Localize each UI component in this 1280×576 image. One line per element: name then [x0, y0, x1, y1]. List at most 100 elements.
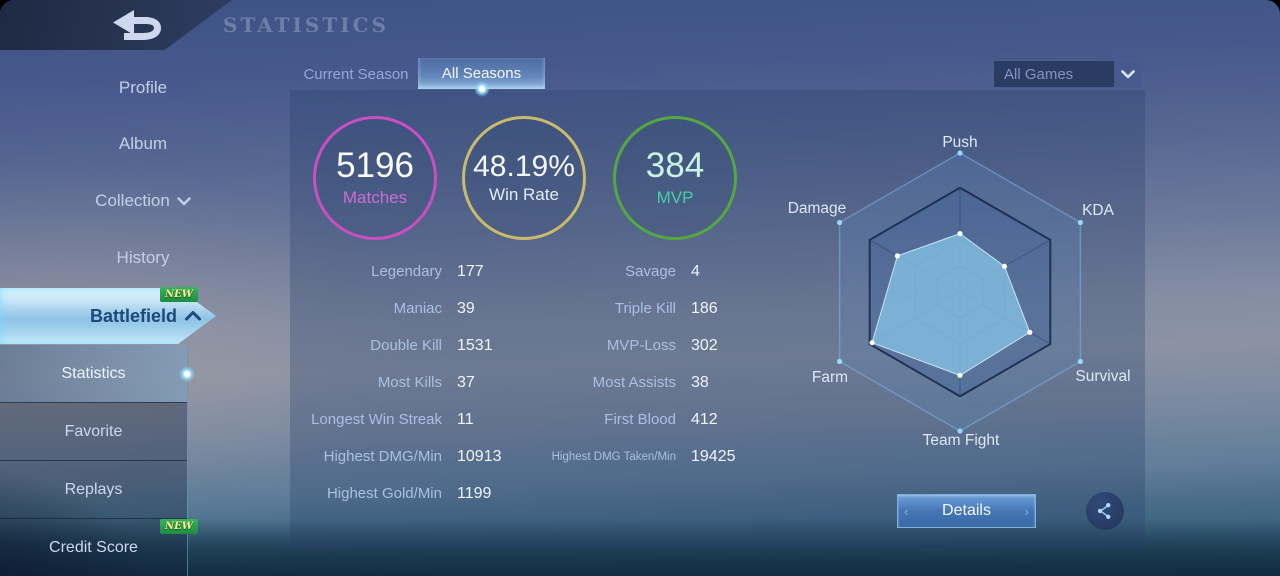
- radar-vertex-tick: [837, 219, 843, 226]
- page-title: STATISTICS: [223, 13, 389, 37]
- dropdown-selected-value: All Games: [1004, 65, 1074, 83]
- mvp-label: MVP: [656, 187, 694, 207]
- radar-vertex-tick: [957, 150, 963, 156]
- win-rate-label: Win Rate: [489, 185, 559, 205]
- battlefield-label: Battlefield: [90, 305, 178, 326]
- radar-data-point: [957, 231, 963, 237]
- stat-row: Most Assists 38: [520, 364, 736, 401]
- matches-circle: 5196 Matches: [313, 116, 437, 240]
- stat-value: 38: [691, 373, 709, 391]
- stat-row: Highest Gold/Min 1199: [290, 475, 502, 512]
- stat-label: Double Kill: [370, 337, 442, 354]
- sidebar-item-label: History: [116, 248, 170, 267]
- stat-label: Highest DMG/Min: [323, 448, 442, 465]
- details-button[interactable]: Details: [897, 494, 1036, 528]
- radar-axis-label: Team Fight: [922, 432, 1000, 449]
- stats-column-right: Savage 4 Triple Kill 186 MVP-Loss 302 Most Ass…: [520, 253, 736, 475]
- stat-value: 11: [457, 410, 474, 428]
- stat-label: Legendary: [371, 263, 442, 280]
- tab-label: All Seasons: [441, 65, 522, 82]
- stat-label: Savage: [625, 263, 676, 280]
- games-filter-dropdown[interactable]: All Games: [993, 60, 1142, 88]
- stat-label: Most Kills: [377, 374, 442, 391]
- submenu-item-label: Statistics: [61, 364, 126, 382]
- sidebar-item-profile[interactable]: Profile: [51, 78, 235, 98]
- radar-data-point: [869, 340, 875, 346]
- radar-axis-label: Farm: [811, 369, 849, 386]
- radar-axis-label: Push: [942, 134, 978, 151]
- sidebar-item-album[interactable]: Album: [51, 134, 235, 154]
- radar-axis-label: KDA: [1082, 202, 1114, 219]
- performance-radar-chart: [837, 150, 1083, 434]
- active-indicator-dot: [179, 365, 195, 382]
- sidebar-item-label: Album: [118, 134, 168, 153]
- chevron-down-icon: [177, 196, 191, 205]
- stat-row: Most Kills 37: [290, 364, 502, 401]
- sidebar-item-history[interactable]: History: [51, 248, 235, 268]
- radar-vertex-tick: [957, 428, 963, 434]
- new-badge: NEW: [160, 519, 198, 534]
- new-badge: NEW: [160, 287, 198, 302]
- stat-row: First Blood 412: [520, 401, 736, 438]
- stat-row: Triple Kill 186: [520, 290, 736, 327]
- stat-label: Longest Win Streak: [311, 411, 442, 428]
- stat-value: 19425: [691, 447, 736, 465]
- radar-vertex-tick: [1077, 358, 1083, 365]
- stat-label: First Blood: [604, 411, 676, 428]
- sidebar-item-battlefield[interactable]: Battlefield: [0, 288, 216, 344]
- dropdown-chevron-button[interactable]: [1113, 61, 1141, 87]
- sidebar-item-label: Collection: [95, 191, 170, 210]
- tab-all-seasons[interactable]: All Seasons: [418, 58, 545, 97]
- radar-data-point: [894, 253, 900, 259]
- radar-axis-label: Survival: [1075, 368, 1131, 385]
- stat-row: Highest DMG/Min 10913: [290, 438, 502, 475]
- share-icon: [1097, 503, 1111, 519]
- stat-row: MVP-Loss 302: [520, 327, 736, 364]
- stat-label: Maniac: [393, 300, 442, 317]
- stat-label: Triple Kill: [614, 300, 676, 317]
- stat-label: Most Assists: [592, 374, 676, 391]
- share-button[interactable]: [1086, 492, 1124, 530]
- back-button[interactable]: [104, 7, 168, 43]
- chevron-up-icon: [185, 311, 202, 321]
- stat-row: Maniac 39: [290, 290, 502, 327]
- sidebar-item-collection[interactable]: Collection: [51, 191, 235, 211]
- submenu-item-label: Credit Score: [49, 538, 138, 556]
- chevron-down-icon: [1120, 69, 1135, 78]
- back-arrow-icon: [113, 10, 161, 40]
- radar-data-point: [1001, 263, 1008, 269]
- tab-current-season[interactable]: Current Season: [300, 60, 412, 88]
- stat-value: 37: [457, 373, 475, 391]
- tab-label: Current Season: [303, 65, 409, 83]
- mvp-value: 384: [645, 146, 705, 186]
- radar-vertex-tick: [1077, 219, 1083, 226]
- radar-axis-label: Damage: [787, 200, 847, 217]
- submenu-item-statistics[interactable]: Statistics: [0, 345, 195, 402]
- stat-value: 10913: [457, 447, 502, 465]
- submenu-item-label: Replays: [64, 480, 123, 498]
- stat-value: 177: [457, 262, 484, 280]
- submenu-item-favorite[interactable]: Favorite: [0, 402, 187, 460]
- matches-value: 5196: [336, 146, 414, 186]
- stat-value: 1531: [457, 336, 493, 354]
- sidebar-item-label: Profile: [118, 78, 168, 97]
- submenu-item-credit-score[interactable]: NEW Credit Score: [0, 518, 198, 576]
- submenu-item-replays[interactable]: Replays: [0, 460, 187, 518]
- stat-row: Double Kill 1531: [290, 327, 502, 364]
- win-rate-value: 48.19%: [473, 149, 575, 183]
- stat-label: Highest Gold/Min: [326, 485, 442, 502]
- stat-label: MVP-Loss: [606, 337, 676, 354]
- matches-label: Matches: [342, 187, 408, 207]
- stats-column-left: Legendary 177 Maniac 39 Double Kill 1531 Most …: [290, 253, 502, 512]
- radar-data-point: [1027, 329, 1033, 335]
- battlefield-submenu: Statistics Favorite Replays NEW Credit S…: [0, 345, 198, 576]
- stat-row: Savage 4: [520, 253, 736, 290]
- stat-row: Highest DMG Taken/Min 19425: [520, 438, 736, 475]
- stat-value: 39: [457, 299, 475, 317]
- win-rate-circle: 48.19% Win Rate: [462, 116, 586, 240]
- stat-row: Longest Win Streak 11: [290, 401, 502, 438]
- stat-value: 302: [691, 336, 718, 354]
- stat-label: Highest DMG Taken/Min: [551, 450, 676, 463]
- submenu-item-label: Favorite: [64, 422, 123, 440]
- stat-value: 186: [691, 299, 718, 317]
